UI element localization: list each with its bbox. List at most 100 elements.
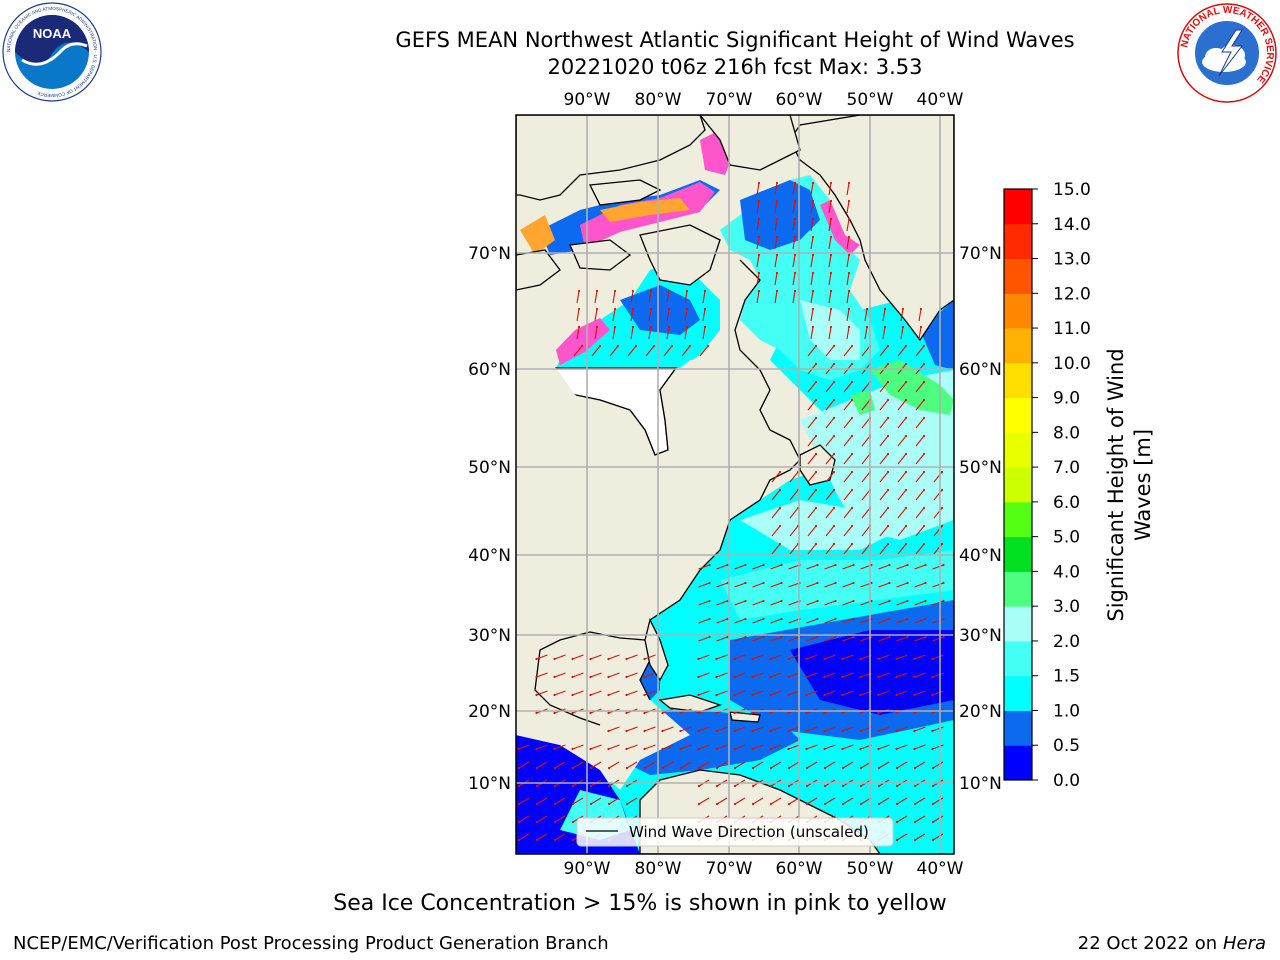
- wave-direction-arrow: [702, 290, 706, 304]
- wave-arrow-head: [888, 563, 891, 567]
- wave-direction-arrow: [771, 471, 781, 483]
- colorbar-tick-label: 0.5: [1053, 736, 1080, 756]
- wave-direction-arrow: [878, 600, 890, 606]
- wave-arrow-head: [517, 820, 521, 824]
- wave-direction-arrow: [770, 618, 782, 624]
- colorbar-segment: [1004, 189, 1032, 225]
- wave-arrow-head: [757, 217, 761, 221]
- wave-direction-arrow: [644, 690, 656, 696]
- wave-arrow-head: [931, 675, 934, 679]
- wave-arrow-head: [535, 747, 538, 751]
- colorbar-segment: [1004, 362, 1032, 399]
- wave-direction-arrow: [879, 525, 889, 537]
- wave-arrow-head: [744, 563, 747, 567]
- colorbar-tick-label: 5.0: [1053, 528, 1080, 548]
- wave-arrow-head: [850, 452, 854, 456]
- wave-direction-arrow: [810, 182, 814, 196]
- wave-arrow-head: [607, 802, 611, 806]
- wave-arrow-head: [895, 766, 899, 770]
- wave-direction-arrow: [648, 326, 652, 340]
- wave-direction-arrow: [914, 726, 926, 732]
- wave-direction-arrow: [734, 672, 746, 678]
- wave-arrow-head: [832, 344, 836, 348]
- wave-arrow-head: [904, 434, 908, 438]
- wave-direction-arrow: [536, 797, 548, 805]
- wave-arrow-head: [708, 581, 711, 585]
- wave-direction-arrow: [608, 654, 620, 660]
- wave-direction-arrow: [914, 564, 926, 570]
- wave-direction-arrow: [626, 797, 638, 805]
- wave-arrow-head: [708, 617, 711, 621]
- wave-direction-arrow: [807, 345, 817, 357]
- wave-direction-arrow: [608, 761, 620, 769]
- wave-arrow-head: [787, 693, 790, 697]
- wave-arrow-head: [685, 307, 689, 311]
- wave-arrow-head: [814, 542, 818, 546]
- wave-direction-arrow: [680, 744, 692, 750]
- wave-direction-arrow: [608, 690, 620, 696]
- colorbar-tick-label: 1.5: [1053, 667, 1080, 687]
- forecast-subtitle: 20221020 t06z 216h fcst Max: 3.53: [547, 55, 923, 79]
- wave-arrow-head: [679, 711, 682, 715]
- wave-direction-arrow: [824, 564, 836, 570]
- wave-arrow-head: [697, 711, 700, 715]
- wave-arrow-head: [762, 599, 765, 603]
- wave-arrow-head: [697, 729, 700, 733]
- wave-direction-arrow: [716, 654, 728, 660]
- wave-arrow-head: [631, 325, 635, 329]
- wave-arrow-head: [895, 820, 899, 824]
- wave-arrow-head: [811, 217, 815, 221]
- wave-direction-arrow: [897, 525, 907, 537]
- wave-direction-arrow: [734, 726, 746, 732]
- wave-direction-arrow: [807, 543, 817, 555]
- wave-direction-arrow: [788, 636, 800, 642]
- wave-direction-arrow: [810, 218, 814, 232]
- wave-arrow-head: [744, 581, 747, 585]
- colorbar-segment: [1004, 571, 1032, 607]
- wave-direction-arrow: [824, 582, 836, 588]
- wave-direction-arrow: [828, 182, 832, 196]
- wave-arrow-head: [805, 711, 808, 715]
- wave-direction-arrow: [806, 797, 818, 805]
- wave-arrow-head: [535, 838, 539, 842]
- wave-direction-arrow: [684, 290, 688, 304]
- wave-arrow-head: [888, 581, 891, 585]
- wave-arrow-head: [906, 617, 909, 621]
- wave-arrow-head: [931, 802, 935, 806]
- wave-arrow-head: [697, 784, 701, 788]
- wave-direction-arrow: [572, 761, 584, 769]
- wave-direction-arrow: [914, 618, 926, 624]
- wave-arrow-head: [924, 563, 927, 567]
- lon-tick-bottom: 40°W: [917, 859, 964, 879]
- wave-arrow-head: [778, 524, 782, 528]
- wave-arrow-head: [607, 657, 610, 661]
- wave-direction-arrow: [842, 582, 854, 588]
- wave-arrow-head: [733, 784, 737, 788]
- wave-arrow-head: [829, 235, 833, 239]
- wave-arrow-head: [823, 675, 826, 679]
- wave-arrow-head: [883, 307, 887, 311]
- wave-direction-arrow: [774, 290, 778, 304]
- wave-direction-arrow: [752, 654, 764, 660]
- wave-direction-arrow: [806, 744, 818, 750]
- wave-direction-arrow: [846, 308, 850, 322]
- wave-direction-arrow: [788, 672, 800, 678]
- wave-arrow-head: [571, 693, 574, 697]
- wave-direction-arrow: [846, 290, 850, 304]
- wave-direction-arrow: [666, 290, 670, 304]
- wave-direction-arrow: [896, 564, 908, 570]
- colorbar-tick-label: 15.0: [1053, 180, 1091, 200]
- wave-arrow-head: [762, 563, 765, 567]
- wave-arrow-head: [793, 271, 797, 275]
- wave-arrow-head: [787, 784, 791, 788]
- wave-direction-arrow: [716, 600, 728, 606]
- colorbar-tick-label: 4.0: [1053, 562, 1080, 582]
- wave-direction-arrow: [864, 326, 868, 340]
- wave-direction-arrow: [900, 308, 904, 322]
- wave-direction-arrow: [734, 744, 746, 750]
- colorbar-tick-label: 9.0: [1053, 389, 1080, 409]
- wave-arrow-head: [643, 693, 646, 697]
- wave-direction-arrow: [810, 308, 814, 322]
- wave-arrow-head: [805, 729, 808, 733]
- wave-direction-arrow: [918, 326, 922, 340]
